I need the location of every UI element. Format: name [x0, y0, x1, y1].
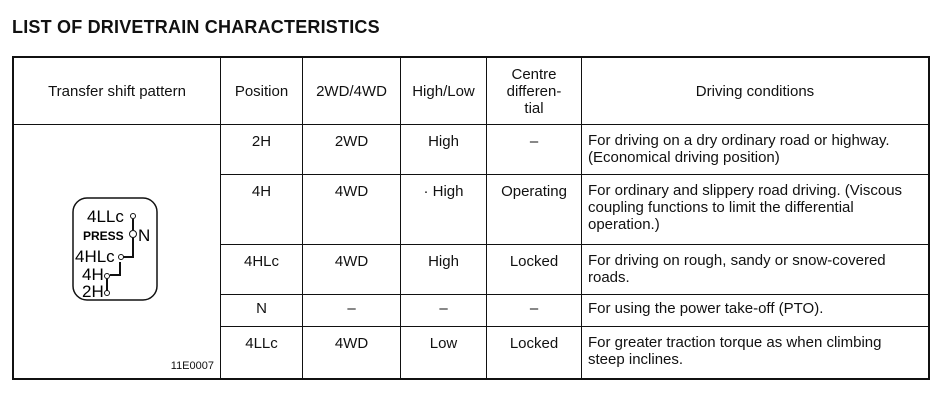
cell-position: 4LLc	[220, 326, 303, 379]
header-high-low: High/Low	[400, 56, 487, 125]
cell-range: · High	[400, 174, 487, 245]
header-centre-diff: Centre differen- tial	[486, 56, 582, 125]
cell-drive: 4WD	[302, 244, 401, 295]
header-driving-conditions: Driving conditions	[581, 56, 930, 125]
cell-position: 4H	[220, 174, 303, 245]
cell-centre-diff: Locked	[486, 244, 582, 295]
cell-range: Low	[400, 326, 487, 379]
table-row: 4H 4WD · High Operating For ordinary and…	[13, 174, 930, 245]
label-n: N	[138, 226, 150, 245]
cell-conditions: For greater traction torque as when clim…	[581, 326, 930, 379]
cell-position: 2H	[220, 124, 303, 175]
cell-centre-diff: –	[486, 124, 582, 175]
cell-conditions: For using the power take-off (PTO).	[581, 294, 930, 327]
cell-drive: 4WD	[302, 174, 401, 245]
cell-drive: 4WD	[302, 326, 401, 379]
cell-centre-diff: –	[486, 294, 582, 327]
cell-position: N	[220, 294, 303, 327]
table-row: 4LLc PRESS N 4HLc 4H 2H 11E0007 2H 2WD H…	[12, 124, 930, 379]
drivetrain-table: Transfer shift pattern Position 2WD/4WD …	[12, 56, 930, 380]
cell-drive: –	[302, 294, 401, 327]
label-4hlc: 4HLc	[75, 247, 115, 266]
cell-conditions: For ordinary and slippery road driving. …	[581, 174, 930, 245]
cell-conditions: For driving on rough, sandy or snow-cove…	[581, 244, 930, 295]
cell-range: –	[400, 294, 487, 327]
header-drive: 2WD/4WD	[302, 56, 401, 125]
label-2h: 2H	[82, 282, 104, 301]
header-shift-pattern: Transfer shift pattern	[12, 56, 221, 125]
table-row: 4HLc 4WD High Locked For driving on roug…	[13, 244, 930, 295]
label-4h: 4H	[82, 265, 104, 284]
cell-range: High	[400, 124, 487, 175]
cell-conditions: For driving on a dry ordinary road or hi…	[581, 124, 930, 175]
shift-pattern-cell: 4LLc PRESS N 4HLc 4H 2H 11E0007	[12, 124, 221, 379]
header-row: Transfer shift pattern Position 2WD/4WD …	[12, 56, 930, 125]
cell-drive: 2WD	[302, 124, 401, 175]
label-4llc: 4LLc	[87, 207, 124, 226]
page-title: LIST OF DRIVETRAIN CHARACTERISTICS	[12, 17, 380, 37]
label-press: PRESS	[83, 229, 124, 243]
cell-range: High	[400, 244, 487, 295]
figure-code: 11E0007	[170, 359, 214, 372]
cell-centre-diff: Locked	[486, 326, 582, 379]
cell-centre-diff: Operating	[486, 174, 582, 245]
header-position: Position	[220, 56, 303, 125]
shift-pattern-diagram: 4LLc PRESS N 4HLc 4H 2H	[72, 197, 158, 301]
cell-position: 4HLc	[220, 244, 303, 295]
table-row: 4LLc 4WD Low Locked For greater traction…	[13, 326, 930, 379]
